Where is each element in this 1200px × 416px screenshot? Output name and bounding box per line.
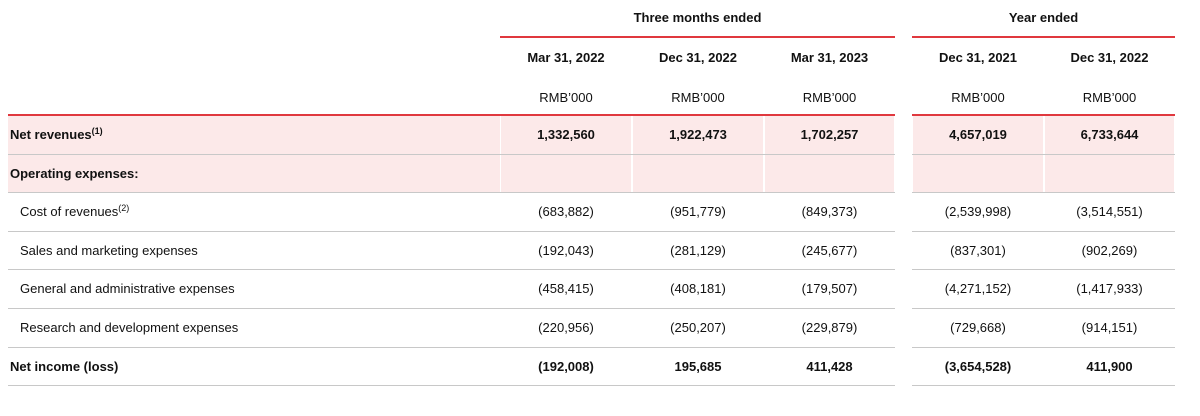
row-rule	[8, 192, 895, 194]
column-unit: RMB’000	[1082, 90, 1137, 105]
label-text: General and administrative expenses	[20, 281, 235, 297]
column-date: Dec 31, 2022	[658, 50, 738, 65]
group-rule	[912, 36, 1175, 38]
group-header: Year ended	[1008, 10, 1079, 25]
row-label: Operating expenses:	[10, 164, 139, 184]
cell-value: (4,271,152)	[944, 281, 1012, 297]
footnote-ref: (1)	[91, 126, 103, 136]
row-label: Research and development expenses	[20, 318, 238, 338]
row-rule	[8, 346, 895, 348]
row-rule	[8, 308, 895, 309]
cell-value: 1,332,560	[537, 127, 595, 142]
cell-value: (3,514,551)	[1076, 204, 1143, 220]
label-text: Net revenues	[10, 127, 92, 142]
cell-value: (281,129)	[670, 242, 726, 258]
cell-shade	[1045, 116, 1174, 154]
cell-shade	[633, 116, 763, 154]
cell-value: 411,428	[806, 358, 853, 374]
row-rule	[912, 153, 1175, 155]
label-text: Sales and marketing expenses	[20, 242, 198, 258]
cell-value: (914,151)	[1081, 320, 1138, 335]
label-text: Cost of revenues	[20, 204, 119, 220]
row-label: Cost of revenues(2)	[20, 202, 129, 222]
column-date: Mar 31, 2023	[790, 50, 869, 65]
cell-shade	[633, 154, 763, 193]
cell-value: (837,301)	[950, 242, 1006, 258]
cell-value: 6,733,644	[1080, 127, 1139, 142]
label-text: Operating expenses:	[10, 165, 139, 181]
label-text: Net income (loss)	[10, 358, 119, 374]
cell-shade	[501, 116, 631, 154]
row-shade	[8, 154, 500, 193]
cell-value: (192,043)	[538, 242, 594, 258]
cell-shade	[913, 116, 1043, 154]
cell-shade	[765, 116, 894, 154]
column-unit: RMB’000	[951, 90, 1005, 105]
row-rule	[8, 153, 895, 155]
row-rule	[912, 269, 1175, 271]
cell-value: (179,507)	[801, 281, 858, 297]
row-label: General and administrative expenses	[20, 279, 235, 299]
row-rule	[8, 230, 895, 232]
row-label: Sales and marketing expenses	[20, 241, 198, 261]
cell-value: 411,900	[1086, 358, 1133, 374]
cell-shade	[765, 154, 894, 193]
column-date: Dec 31, 2021	[938, 50, 1018, 65]
cell-value: (220,956)	[538, 320, 594, 335]
row-rule	[912, 346, 1175, 348]
footnote-ref: (2)	[118, 203, 130, 214]
cell-shade	[913, 154, 1043, 193]
row-rule	[912, 385, 1175, 387]
header-rule	[912, 114, 1175, 116]
cell-value: (408,181)	[670, 281, 726, 297]
cell-value: (1,417,933)	[1076, 281, 1143, 297]
cell-value: (245,677)	[801, 242, 858, 258]
column-unit: RMB’000	[671, 90, 725, 105]
cell-value: 195,685	[674, 358, 722, 374]
column-date: Dec 31, 2022	[1070, 50, 1149, 65]
cell-value: (2,539,998)	[944, 204, 1012, 220]
cell-value: 1,702,257	[800, 127, 859, 142]
cell-value: (951,779)	[670, 204, 726, 220]
row-shade	[8, 116, 500, 154]
column-unit: RMB’000	[539, 90, 593, 105]
cell-value: (729,668)	[950, 320, 1006, 335]
group-header: Three months ended	[633, 10, 762, 25]
row-label: Net income (loss)	[10, 357, 118, 377]
column-unit: RMB’000	[802, 90, 857, 105]
cell-value: (229,879)	[801, 320, 858, 335]
cell-value: (3,654,528)	[944, 358, 1012, 374]
cell-value: (458,415)	[538, 281, 594, 297]
row-rule	[912, 230, 1175, 232]
cell-shade	[501, 154, 631, 193]
group-rule	[500, 36, 895, 38]
cell-value: 4,657,019	[949, 127, 1007, 142]
header-rule	[8, 114, 895, 116]
cell-value: (192,008)	[538, 358, 594, 374]
row-rule	[8, 269, 895, 271]
row-label: Net revenues(1)	[10, 125, 103, 145]
cell-shade	[1045, 154, 1174, 193]
row-rule	[912, 308, 1175, 309]
cell-value: (849,373)	[801, 204, 858, 220]
cell-value: 1,922,473	[669, 127, 727, 142]
cell-value: (683,882)	[538, 204, 594, 220]
row-rule	[912, 192, 1175, 194]
cell-value: (902,269)	[1081, 242, 1138, 258]
label-text: Research and development expenses	[20, 320, 239, 335]
column-date: Mar 31, 2022	[527, 50, 605, 65]
row-rule	[8, 385, 895, 387]
cell-value: (250,207)	[670, 320, 726, 335]
